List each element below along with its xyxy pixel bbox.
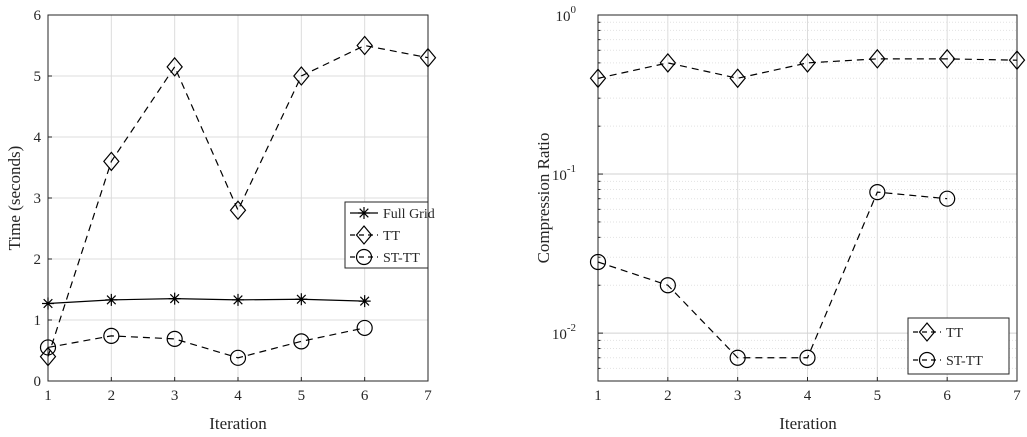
legend-label: ST-TT — [383, 251, 420, 266]
x-tick-label: 1 — [44, 388, 52, 404]
y-tick-label: 5 — [34, 69, 42, 85]
diamond-marker — [659, 52, 677, 73]
y-tick-exponent: -1 — [567, 163, 576, 175]
asterisk-marker — [295, 293, 308, 306]
circle-marker — [589, 253, 607, 271]
x-tick-label: 4 — [804, 388, 812, 404]
x-tick-label: 7 — [1013, 388, 1021, 404]
x-tick-label: 1 — [594, 388, 602, 404]
diamond-marker — [799, 52, 816, 73]
time-chart-legend: Full Grid TT ST-TT — [344, 201, 435, 269]
legend-circle-marker — [355, 248, 373, 266]
compression-chart-series — [589, 48, 1026, 366]
x-tick-label: 2 — [108, 388, 116, 404]
y-tick-label: 4 — [34, 130, 42, 146]
legend-circle-marker — [918, 351, 936, 369]
compression-chart-x-ticks: 1 2 3 4 5 6 7 — [594, 377, 1021, 404]
diamond-marker — [356, 35, 373, 56]
x-tick-label: 3 — [734, 388, 742, 404]
time-chart-y-label: Time (seconds) — [5, 146, 24, 251]
diamond-marker — [229, 200, 247, 221]
diamond-marker — [729, 68, 746, 89]
diamond-marker — [293, 66, 310, 86]
y-tick-label: 10-2 — [552, 322, 576, 343]
asterisk-marker — [42, 297, 54, 310]
time-chart-y-ticks: 0 1 2 3 4 5 6 — [34, 8, 52, 390]
x-tick-label: 6 — [361, 388, 369, 404]
time-chart-x-ticks: 1 2 3 4 5 6 7 — [44, 377, 432, 404]
x-tick-label: 5 — [298, 388, 306, 404]
compression-chart-y-label: Compression Ratio — [534, 133, 553, 264]
y-tick-exponent: -2 — [567, 322, 576, 334]
series-line — [597, 58, 1018, 79]
circle-marker — [39, 339, 57, 356]
legend-asterisk-marker — [358, 207, 370, 219]
y-tick-base: 10 — [556, 9, 571, 25]
circle-marker — [356, 319, 373, 337]
circle-marker — [103, 327, 120, 344]
series-full-grid — [42, 292, 371, 310]
compression-chart-x-label: Iteration — [779, 414, 837, 433]
diamond-marker — [589, 68, 607, 89]
diamond-marker — [869, 48, 886, 69]
diamond-marker — [1008, 50, 1026, 71]
series-line — [597, 191, 948, 359]
circle-marker — [166, 330, 183, 348]
circle-marker — [293, 333, 310, 350]
legend-diamond-marker — [355, 225, 373, 245]
y-tick-label: 6 — [34, 8, 42, 24]
x-tick-label: 5 — [874, 388, 882, 404]
y-tick-label: 2 — [34, 252, 42, 268]
circle-marker — [869, 184, 886, 201]
legend-label: TT — [383, 229, 401, 244]
compression-chart-legend: TT ST-TT — [907, 317, 1010, 375]
circle-marker — [229, 349, 247, 366]
series-line — [47, 327, 365, 359]
x-tick-label: 3 — [171, 388, 179, 404]
circle-marker — [799, 349, 816, 366]
diamond-marker — [166, 56, 183, 77]
x-tick-label: 7 — [424, 388, 432, 404]
time-chart-grid — [47, 14, 429, 382]
x-tick-label: 6 — [943, 388, 951, 404]
legend-label: TT — [946, 326, 964, 341]
series-st-tt — [39, 319, 373, 366]
diamond-marker — [103, 151, 120, 172]
y-tick-base: 10 — [552, 168, 567, 184]
time-chart-x-label: Iteration — [209, 414, 267, 433]
circle-marker — [939, 190, 956, 207]
diamond-marker — [419, 47, 437, 68]
asterisk-marker — [232, 293, 244, 306]
asterisk-marker — [105, 293, 118, 306]
series-line — [47, 44, 429, 357]
series-st-tt — [589, 184, 956, 366]
legend-label: ST-TT — [946, 354, 983, 369]
legend-box — [907, 317, 1010, 375]
series-tt — [589, 48, 1026, 89]
x-tick-label: 4 — [234, 388, 242, 404]
y-tick-label: 10-1 — [552, 163, 576, 184]
legend-diamond-marker — [918, 322, 936, 342]
y-tick-label: 3 — [34, 191, 42, 207]
y-tick-label: 100 — [556, 4, 577, 25]
asterisk-marker — [168, 292, 181, 305]
y-tick-base: 10 — [552, 327, 567, 343]
circle-marker — [729, 349, 746, 366]
asterisk-marker — [358, 295, 371, 308]
diamond-marker — [938, 48, 956, 69]
series-line — [47, 298, 365, 305]
circle-marker — [659, 277, 676, 294]
x-tick-label: 2 — [664, 388, 672, 404]
legend-label: Full Grid — [383, 207, 435, 222]
y-tick-label: 0 — [34, 374, 42, 390]
y-tick-exponent: 0 — [571, 4, 577, 16]
y-tick-label: 1 — [34, 313, 42, 329]
time-chart-series — [39, 35, 437, 367]
